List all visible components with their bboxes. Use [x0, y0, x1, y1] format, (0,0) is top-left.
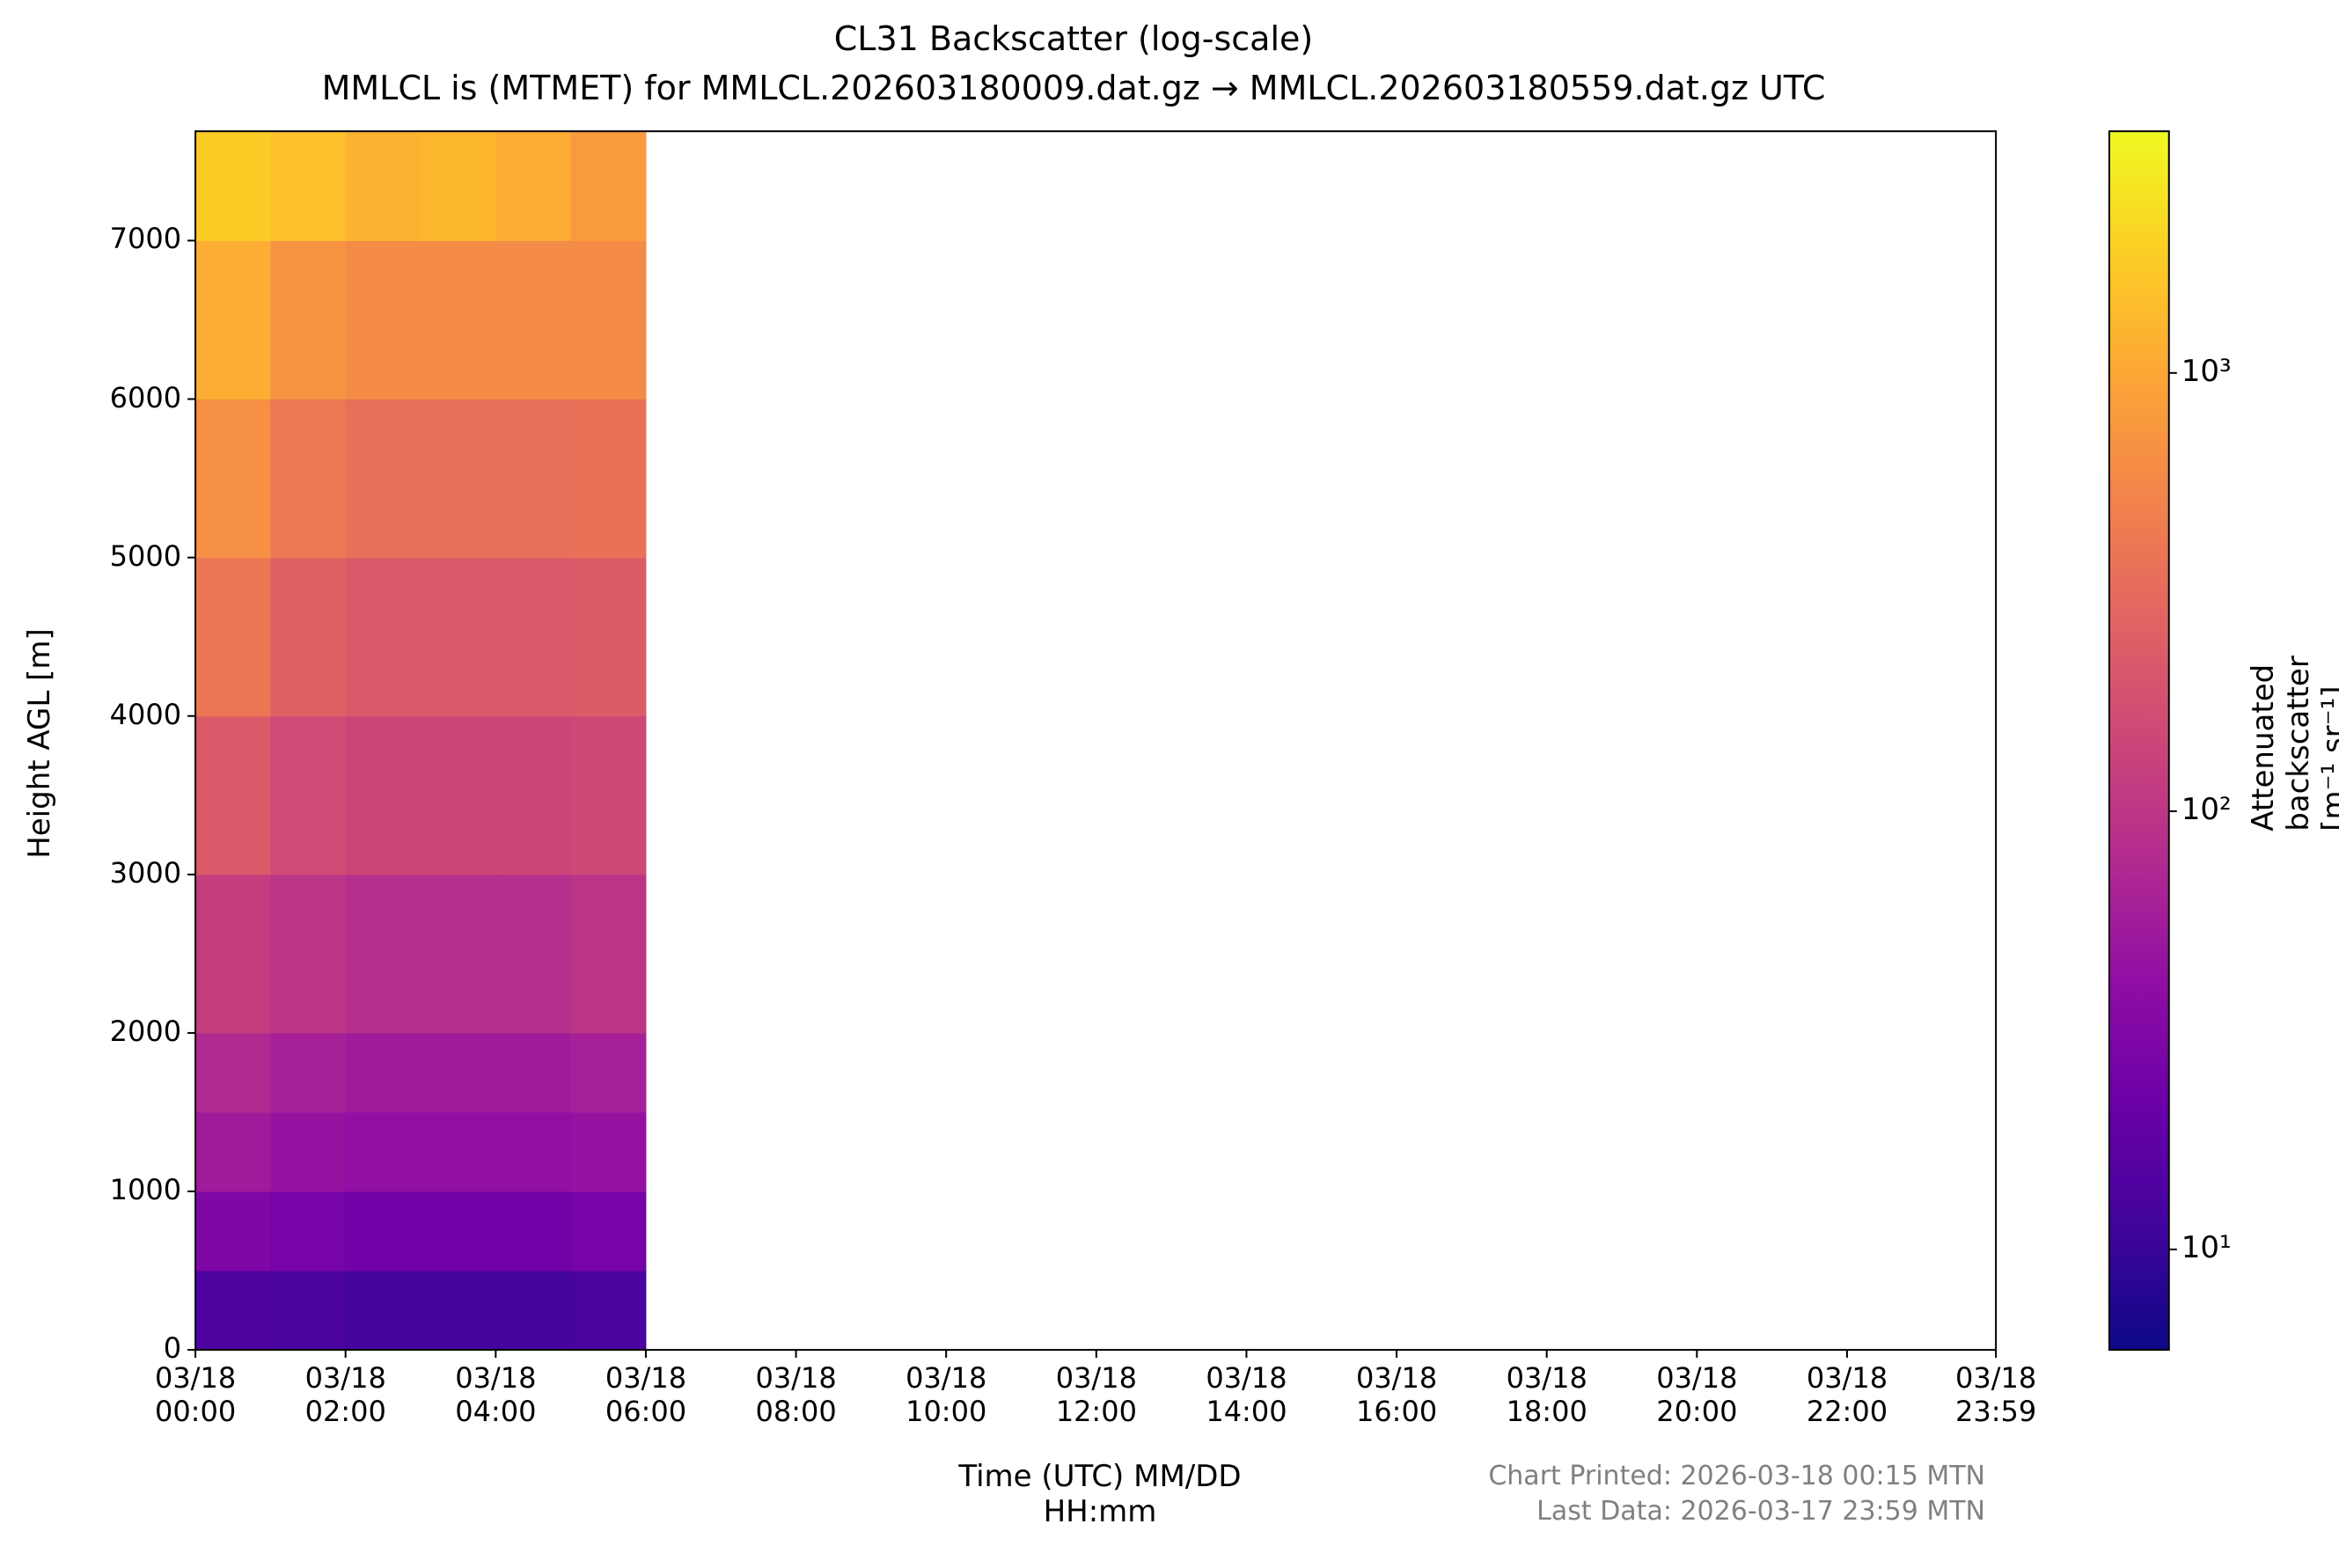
x-tick-label: 03/18 22:00: [1806, 1361, 1888, 1428]
heatmap-cell: [195, 1111, 271, 1192]
heatmap-cell: [270, 1191, 347, 1271]
x-tick-label: 03/18 10:00: [906, 1361, 987, 1428]
heatmap-cell: [570, 131, 647, 241]
heatmap-cell: [345, 131, 422, 241]
heatmap-cell: [495, 715, 572, 876]
x-tick-label: 03/18 23:59: [1955, 1361, 2037, 1428]
heatmap-cell: [345, 715, 422, 876]
heatmap-cell: [570, 715, 647, 876]
heatmap-cell: [570, 399, 647, 559]
y-tick-label: 7000: [109, 222, 182, 256]
heatmap-cell: [421, 557, 496, 717]
heatmap-cell: [345, 1271, 422, 1351]
heatmap-cell: [495, 1271, 572, 1351]
heatmap-cell: [421, 131, 496, 241]
heatmap-cell: [570, 874, 647, 1034]
heatmap-cell: [195, 715, 271, 876]
colorbar-tick-label: 10²: [2181, 791, 2232, 827]
heatmap-cell: [495, 399, 572, 559]
x-tick-label: 03/18 06:00: [605, 1361, 687, 1428]
colorbar: [2108, 130, 2170, 1352]
heatmap-cell: [195, 1032, 271, 1113]
heatmap-cell: [345, 557, 422, 717]
y-tick-label: 2000: [109, 1014, 182, 1048]
heatmap-cell: [495, 240, 572, 400]
heatmap-cell: [195, 240, 271, 400]
y-tick-label: 6000: [109, 380, 182, 414]
heatmap-cell: [345, 240, 422, 400]
x-tick-label: 03/18 16:00: [1355, 1361, 1438, 1428]
heatmap-cell: [421, 240, 496, 400]
heatmap-cell: [421, 1271, 496, 1351]
colorbar-tick-label: 10¹: [2181, 1229, 2232, 1265]
heatmap-cell: [495, 131, 572, 241]
x-tick-label: 03/18 20:00: [1656, 1361, 1738, 1428]
chart-title: CL31 Backscatter (log-scale): [833, 19, 1314, 58]
chart-subtitle: MMLCL is (MTMET) for MMLCL.202603180009.…: [321, 69, 1826, 107]
heatmap-cell: [270, 557, 347, 717]
heatmap-cell: [495, 1191, 572, 1271]
heatmap-cell: [345, 399, 422, 559]
colorbar-tick-label: 10³: [2181, 353, 2232, 389]
heatmap-cell: [495, 1032, 572, 1113]
annotation: Chart Printed: 2026-03-18 00:15 MTN: [1488, 1461, 1985, 1491]
heatmap-cell: [570, 1111, 647, 1192]
x-tick-label: 03/18 00:00: [154, 1361, 237, 1428]
heatmap-cell: [345, 1191, 422, 1271]
heatmap-cell: [345, 1111, 422, 1192]
y-axis-label: Height AGL [m]: [21, 628, 57, 859]
heatmap-cell: [421, 1111, 496, 1192]
x-tick-label: 03/18 02:00: [304, 1361, 386, 1428]
heatmap-cell: [270, 399, 347, 559]
y-tick-label: 3000: [109, 855, 182, 890]
heatmap-cell: [270, 1032, 347, 1113]
y-tick-label: 0: [163, 1331, 182, 1366]
heatmap-cell: [570, 1191, 647, 1271]
heatmap-cell: [421, 874, 496, 1034]
heatmap-cell: [195, 131, 271, 241]
heatmap-cell: [421, 399, 496, 559]
heatmap-cell: [195, 874, 271, 1034]
x-tick-label: 03/18 14:00: [1206, 1361, 1287, 1428]
heatmap-cell: [270, 240, 347, 400]
x-axis-label: Time (UTC) MM/DD HH:mm: [958, 1459, 1242, 1530]
y-tick-label: 1000: [109, 1173, 182, 1207]
heatmap-cell: [195, 557, 271, 717]
heatmap-cell: [570, 557, 647, 717]
heatmap-cell: [270, 874, 347, 1034]
heatmap-cell: [421, 1032, 496, 1113]
heatmap-cell: [195, 399, 271, 559]
heatmap-cell: [570, 1271, 647, 1351]
heatmap-cell: [270, 715, 347, 876]
annotation: Last Data: 2026-03-17 23:59 MTN: [1536, 1496, 1985, 1527]
heatmap-cell: [345, 874, 422, 1034]
heatmap-cell: [570, 240, 647, 400]
heatmap-cell: [270, 1271, 347, 1351]
x-tick-label: 03/18 04:00: [455, 1361, 537, 1428]
x-tick-label: 03/18 08:00: [755, 1361, 837, 1428]
heatmap-cell: [495, 874, 572, 1034]
heatmap-cell: [270, 1111, 347, 1192]
heatmap-cell: [195, 1191, 271, 1271]
y-tick-label: 5000: [109, 539, 182, 573]
x-tick-label: 03/18 12:00: [1055, 1361, 1137, 1428]
colorbar-label: Attenuated backscatter [m⁻¹ sr⁻¹]: [2245, 656, 2339, 832]
x-tick-label: 03/18 18:00: [1506, 1361, 1587, 1428]
heatmap-cell: [421, 715, 496, 876]
heatmap-cell: [345, 1032, 422, 1113]
heatmap-cell: [495, 557, 572, 717]
heatmap-cell: [495, 1111, 572, 1192]
heatmap-cell: [270, 131, 347, 241]
heatmap-cell: [421, 1191, 496, 1271]
y-tick-label: 4000: [109, 697, 182, 731]
heatmap-cell: [195, 1271, 271, 1351]
heatmap-cell: [570, 1032, 647, 1113]
